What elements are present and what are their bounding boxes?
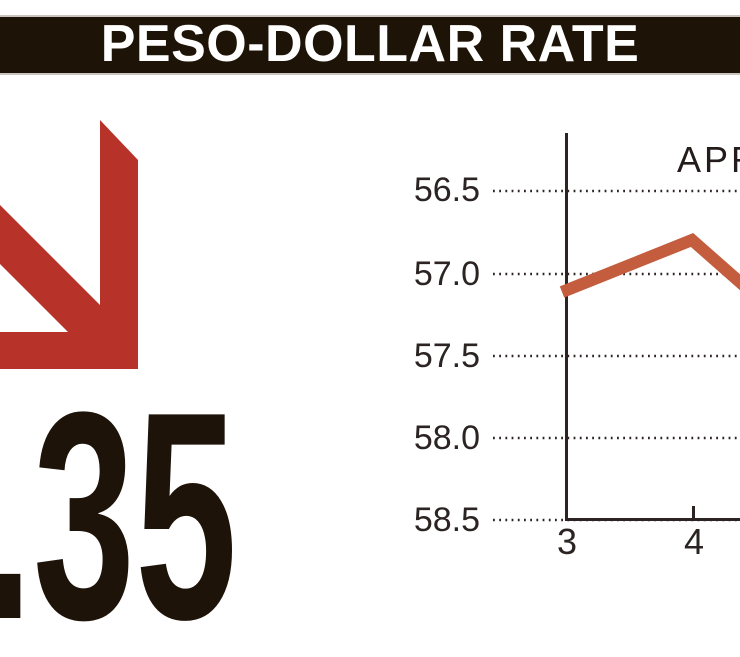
rate-line-series: [559, 233, 740, 298]
arrow-head-bracket: [0, 120, 138, 369]
gridlines: [493, 189, 740, 522]
y-axis-label-57-0: 57.0: [413, 255, 480, 293]
y-axis-label-56-5: 56.5: [413, 171, 480, 209]
y-axis-label-58-5: 58.5: [413, 501, 480, 539]
header-bar: PESO-DOLLAR RATE: [0, 15, 740, 75]
axes: [565, 133, 740, 521]
y-axis-label-58-0: 58.0: [413, 419, 480, 457]
y-axis-label-57-5: 57.5: [413, 337, 480, 375]
x-axis-label-day3: 3: [556, 521, 578, 562]
x-axis-label-day4: 4: [683, 521, 705, 562]
line-chart: [493, 133, 740, 522]
down-right-arrow-icon: [0, 120, 138, 369]
big-number: .35: [0, 351, 237, 657]
arrow-shaft: [0, 205, 100, 332]
month-annotation: APR: [677, 139, 740, 180]
page-title: PESO-DOLLAR RATE: [100, 15, 640, 73]
